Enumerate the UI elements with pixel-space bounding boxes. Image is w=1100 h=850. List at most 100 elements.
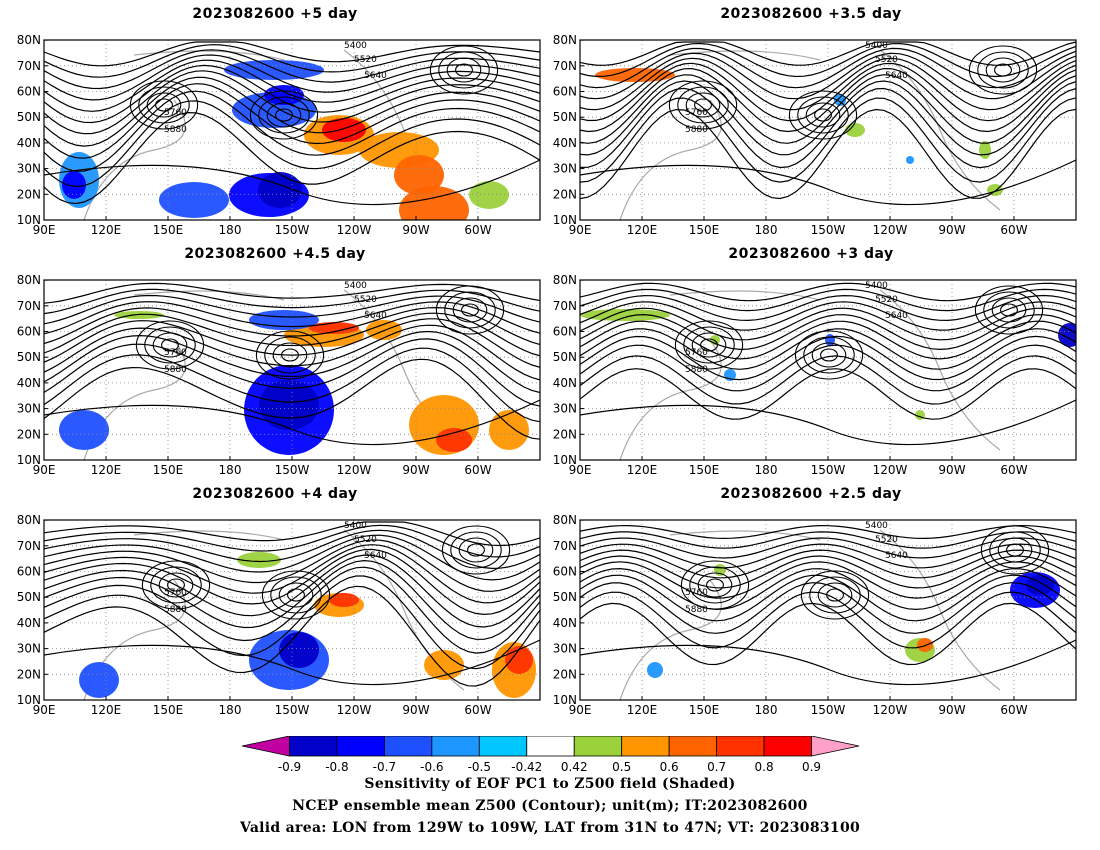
lat-tick-label: 10N [17, 213, 41, 227]
lat-tick-label: 50N [553, 110, 577, 124]
lat-tick-label: 50N [17, 590, 41, 604]
lon-tick-label: 120W [337, 223, 372, 237]
lon-tick-label: 90E [33, 703, 56, 717]
lon-tick-label: 180 [219, 463, 242, 477]
z500-contour [44, 111, 540, 205]
lon-tick-label: 120W [337, 703, 372, 717]
z500-contour [580, 62, 1076, 122]
contour-label: 5760 [685, 108, 708, 118]
contour-label: 5520 [354, 55, 377, 65]
lat-tick-label: 30N [553, 162, 577, 176]
lon-tick-label: 120W [873, 703, 908, 717]
z500-contour [44, 539, 540, 592]
z500-closed-contour [968, 45, 1038, 95]
z500-contour [44, 639, 540, 686]
z500-closed-contour [167, 578, 185, 592]
z500-contour [44, 585, 540, 687]
lon-tick-label: 180 [755, 463, 778, 477]
sensitivity-shading [469, 181, 509, 209]
contour-label: 5640 [364, 71, 387, 81]
z500-closed-contour [161, 338, 179, 352]
z500-closed-contour [983, 291, 1035, 329]
lat-tick-label: 50N [553, 590, 577, 604]
z500-closed-contour [146, 92, 182, 118]
map-panel-4: 2023082600 +3 day [536, 240, 1086, 480]
lon-tick-label: 90W [402, 463, 429, 477]
colorbar-tick-label: -0.42 [511, 760, 542, 774]
lat-tick-label: 50N [17, 350, 41, 364]
lat-tick-label: 10N [17, 693, 41, 707]
lon-tick-label: 120E [627, 223, 658, 237]
colorbar-tick-label: 0.42 [561, 760, 588, 774]
z500-contour [580, 543, 1076, 569]
sensitivity-shading [264, 85, 304, 105]
contour-label: 5520 [875, 295, 898, 305]
lat-tick-label: 80N [17, 513, 41, 527]
z500-closed-contour [1000, 303, 1018, 317]
z500-contour [580, 320, 1076, 360]
sensitivity-shading [62, 171, 86, 199]
z500-closed-contour [1006, 543, 1024, 557]
lat-tick-label: 40N [17, 376, 41, 390]
z500-closed-contour [435, 285, 505, 335]
lon-tick-label: 150W [275, 223, 310, 237]
sensitivity-shading [394, 155, 444, 195]
sensitivity-shading [436, 428, 472, 452]
z500-contour [580, 74, 1076, 144]
contour-label: 5520 [875, 55, 898, 65]
lat-tick-label: 60N [17, 85, 41, 99]
z500-closed-contour [668, 80, 738, 130]
z500-closed-contour [811, 342, 847, 368]
z500-contour [580, 549, 1076, 579]
contour-label: 5520 [354, 295, 377, 305]
z500-closed-contour [144, 326, 196, 364]
z500-closed-contour [266, 102, 302, 128]
z500-closed-contour [444, 291, 496, 329]
sensitivity-shading [259, 380, 319, 430]
caption-line-1: Sensitivity of EOF PC1 to Z500 field (Sh… [364, 776, 736, 792]
contour-label: 5760 [164, 348, 187, 358]
colorbar-tick-label: -0.8 [325, 760, 348, 774]
z500-closed-contour [826, 588, 844, 602]
lat-tick-label: 70N [17, 299, 41, 313]
z500-closed-contour [135, 320, 205, 370]
coastline [133, 50, 285, 61]
z500-contour [44, 575, 540, 670]
lat-tick-label: 80N [553, 273, 577, 287]
coastline [619, 99, 722, 220]
z500-contour [44, 90, 540, 172]
sensitivity-shading [825, 334, 835, 346]
panel-title: 2023082600 +3 day [728, 246, 894, 262]
z500-contour [44, 566, 540, 654]
map-3: 5400 5520 5640 5760 5880 10N 20N 30N 40N 50N 60N 70… [17, 273, 541, 477]
z500-closed-contour [129, 80, 199, 130]
lat-tick-label: 30N [17, 162, 41, 176]
lon-tick-label: 90E [569, 223, 592, 237]
coastline [619, 339, 722, 460]
sensitivity-shading [1058, 323, 1076, 347]
z500-closed-contour [689, 566, 741, 604]
lat-tick-label: 80N [17, 273, 41, 287]
lat-tick-label: 20N [553, 187, 577, 201]
lon-tick-label: 90E [569, 463, 592, 477]
z500-contour [44, 44, 540, 78]
z500-closed-contour [797, 96, 849, 134]
z500-closed-contour [805, 102, 841, 128]
sensitivity-shading [647, 662, 663, 678]
sensitivity-shading [279, 632, 319, 668]
coastline [669, 530, 821, 541]
z500-contour [44, 548, 540, 616]
lat-tick-label: 80N [553, 513, 577, 527]
map-1: 5400 5520 5640 5760 5880 10N 20N 30N 40N 50N 60N 70… [17, 33, 541, 237]
z500-contour [580, 602, 1076, 666]
colorbar-segment [716, 736, 765, 757]
z500-contour [44, 306, 540, 346]
z500-contour [580, 582, 1076, 634]
z500-closed-contour [677, 86, 729, 124]
lon-tick-label: 180 [219, 703, 242, 717]
z500-contour [580, 591, 1076, 649]
colorbar-segment [621, 736, 670, 757]
lat-tick-label: 60N [17, 565, 41, 579]
z500-closed-contour [683, 326, 735, 364]
z500-closed-contour [467, 543, 485, 557]
